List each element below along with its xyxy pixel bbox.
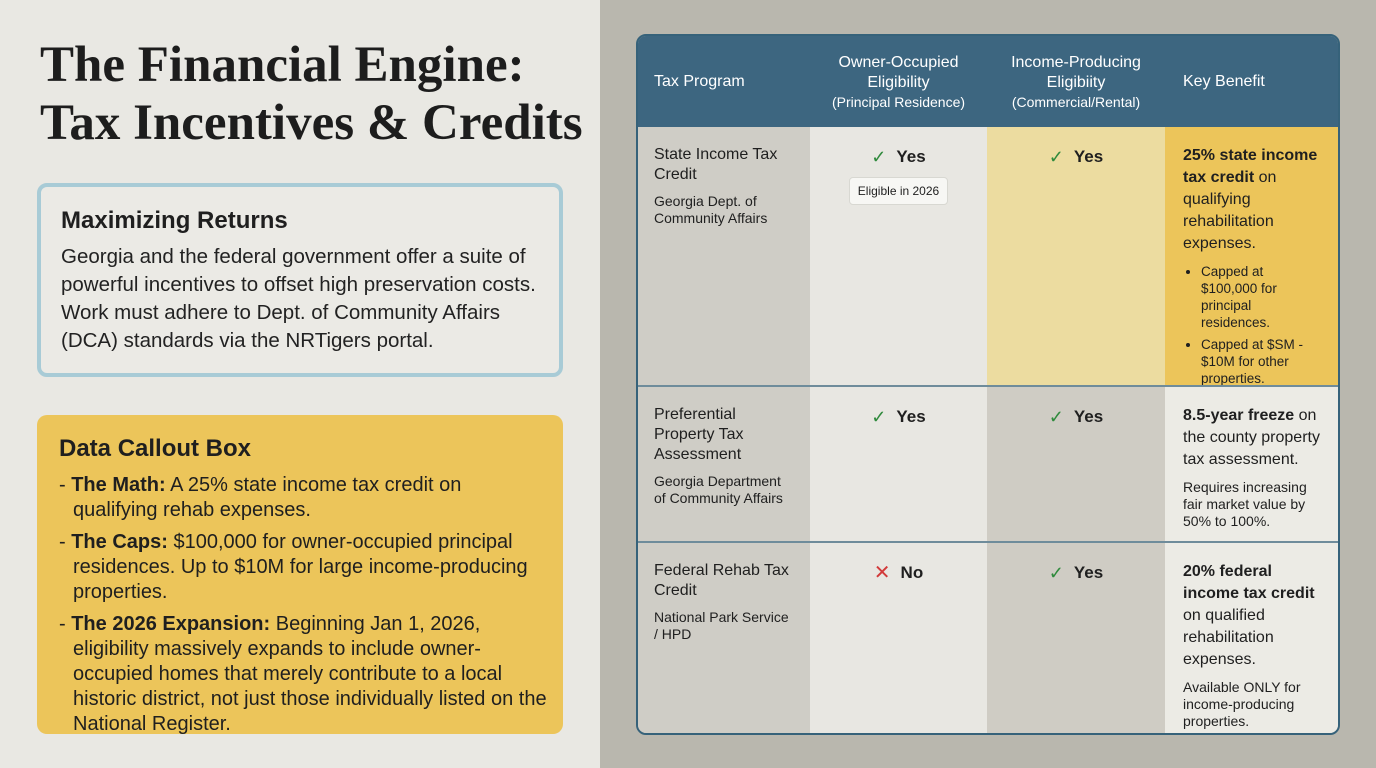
check-icon: ✓ [1048, 147, 1064, 167]
callout-text: A 25% state income tax credit on qualify… [73, 474, 462, 521]
table-row-2-program: Preferential Property Tax Assessment Geor… [638, 385, 810, 541]
table-row-1-income: ✓ Yes [987, 127, 1165, 385]
callout-label: The Math: [71, 474, 166, 496]
callout-item: - The Math: A 25% state income tax credi… [59, 474, 462, 521]
intro-heading: Maximizing Returns [61, 207, 288, 234]
eligibility-value: Yes [896, 147, 926, 166]
x-icon: ✕ [873, 562, 891, 584]
table-row-1-program: State Income Tax Credit Georgia Dept. of … [638, 127, 810, 385]
callout-item: - The 2026 Expansion: Beginning Jan 1, 2… [59, 613, 547, 735]
benefit-note: Requires increasing fair market value by… [1183, 479, 1307, 529]
data-callout-box: Data Callout Box - The Math: A 25% state… [37, 415, 563, 735]
header-label: Owner-Occupied Eligibility [838, 53, 959, 91]
benefit-note: Available ONLY for income-producing prop… [1183, 679, 1301, 729]
program-agency: Georgia Department of Community Affairs [654, 473, 783, 506]
title-line-1: The Financial Engine: [40, 37, 525, 93]
header-sub: (Commercial/Rental) [1011, 93, 1141, 110]
benefit-text: on qualified rehabilitation expenses. [1183, 607, 1274, 668]
table-row-2-income: ✓ Yes [987, 385, 1165, 541]
intro-box: Maximizing Returns Georgia and the feder… [37, 183, 563, 377]
table-row-1-benefit: 25% state income tax credit on qualifyin… [1165, 127, 1338, 387]
program-agency: National Park Service / HPD [654, 609, 789, 642]
program-name: State Income Tax Credit [654, 146, 778, 183]
header-label: Income-Producing Eligibiity [1011, 53, 1141, 91]
header-income-producing: Income-Producing Eligibiity (Commercial/R… [987, 36, 1165, 127]
title-line-2: Tax Incentives & Credits [40, 95, 583, 151]
table-row-3-owner: ✕ No [810, 541, 987, 733]
eligible-badge: Eligible in 2026 [848, 177, 949, 205]
callout-label: The 2026 Expansion: [71, 613, 271, 635]
eligibility-value: Yes [1073, 407, 1104, 426]
benefit-highlight: 25% state income tax credit [1183, 147, 1318, 186]
left-panel: The Financial Engine: Tax Incentives & Cr… [0, 0, 600, 768]
callout-label: The Caps: [71, 531, 168, 553]
check-icon: ✓ [1048, 407, 1064, 427]
benefit-bullet: Capped at $SM - $10M for other propertie… [1201, 336, 1322, 387]
page-title: The Financial Engine: Tax Incentives & Cr… [40, 36, 583, 152]
callout-text: $100,000 for owner-occupied principal re… [73, 531, 528, 603]
benefit-highlight: 8.5-year freeze [1183, 407, 1295, 424]
eligibility-value: Yes [896, 407, 926, 426]
eligibility-value: No [900, 563, 924, 582]
table-row-3-benefit: 20% federal income tax credit on qualifi… [1165, 541, 1338, 733]
eligibility-value: Yes [1073, 147, 1104, 166]
benefit-bullet: Capped at $100,000 for principal residen… [1201, 263, 1322, 331]
tax-incentives-table: Tax Program Owner-Occupied Eligibility (P… [636, 34, 1340, 735]
benefit-text: on qualifying rehabilitation expenses. [1183, 169, 1277, 252]
header-owner-occupied: Owner-Occupied Eligibility (Principal Res… [810, 36, 987, 127]
callout-text: Beginning Jan 1, 2026, eligibility massi… [73, 613, 547, 735]
check-icon: ✓ [871, 147, 887, 167]
header-tax-program: Tax Program [638, 36, 810, 127]
header-key-benefit: Key Benefit [1165, 36, 1338, 127]
table-row-1-owner: ✓ Yes Eligible in 2026 [810, 127, 987, 385]
table-row-2-owner: ✓ Yes [810, 385, 987, 541]
program-name: Preferential Property Tax Assessment [654, 406, 744, 463]
header-label: Key Benefit [1183, 72, 1265, 90]
header-label: Tax Program [654, 72, 745, 90]
table-row-3-income: ✓ Yes [987, 541, 1165, 733]
program-name: Federal Rehab Tax Credit [654, 562, 789, 599]
check-icon: ✓ [871, 407, 887, 427]
callout-item: - The Caps: $100,000 for owner-occupied … [59, 531, 528, 603]
header-sub: (Principal Residence) [831, 93, 966, 110]
callout-heading: Data Callout Box [59, 435, 252, 462]
benefit-text: on the county property tax assessment. [1183, 407, 1320, 468]
table-row-3-program: Federal Rehab Tax Credit National Park Se… [638, 541, 810, 733]
intro-body: Georgia and the federal government offer… [61, 245, 536, 352]
table-row-2-benefit: 8.5-year freeze on the county property t… [1165, 385, 1338, 541]
benefit-highlight: 20% federal income tax credit [1183, 563, 1315, 602]
program-agency: Georgia Dept. of Community Affairs [654, 193, 768, 226]
eligibility-value: Yes [1073, 563, 1104, 582]
check-icon: ✓ [1048, 563, 1064, 583]
